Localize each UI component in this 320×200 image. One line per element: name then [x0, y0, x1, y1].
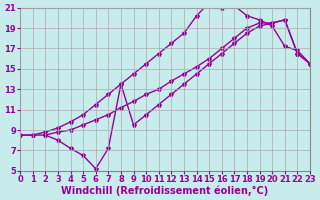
X-axis label: Windchill (Refroidissement éolien,°C): Windchill (Refroidissement éolien,°C) — [61, 185, 269, 196]
